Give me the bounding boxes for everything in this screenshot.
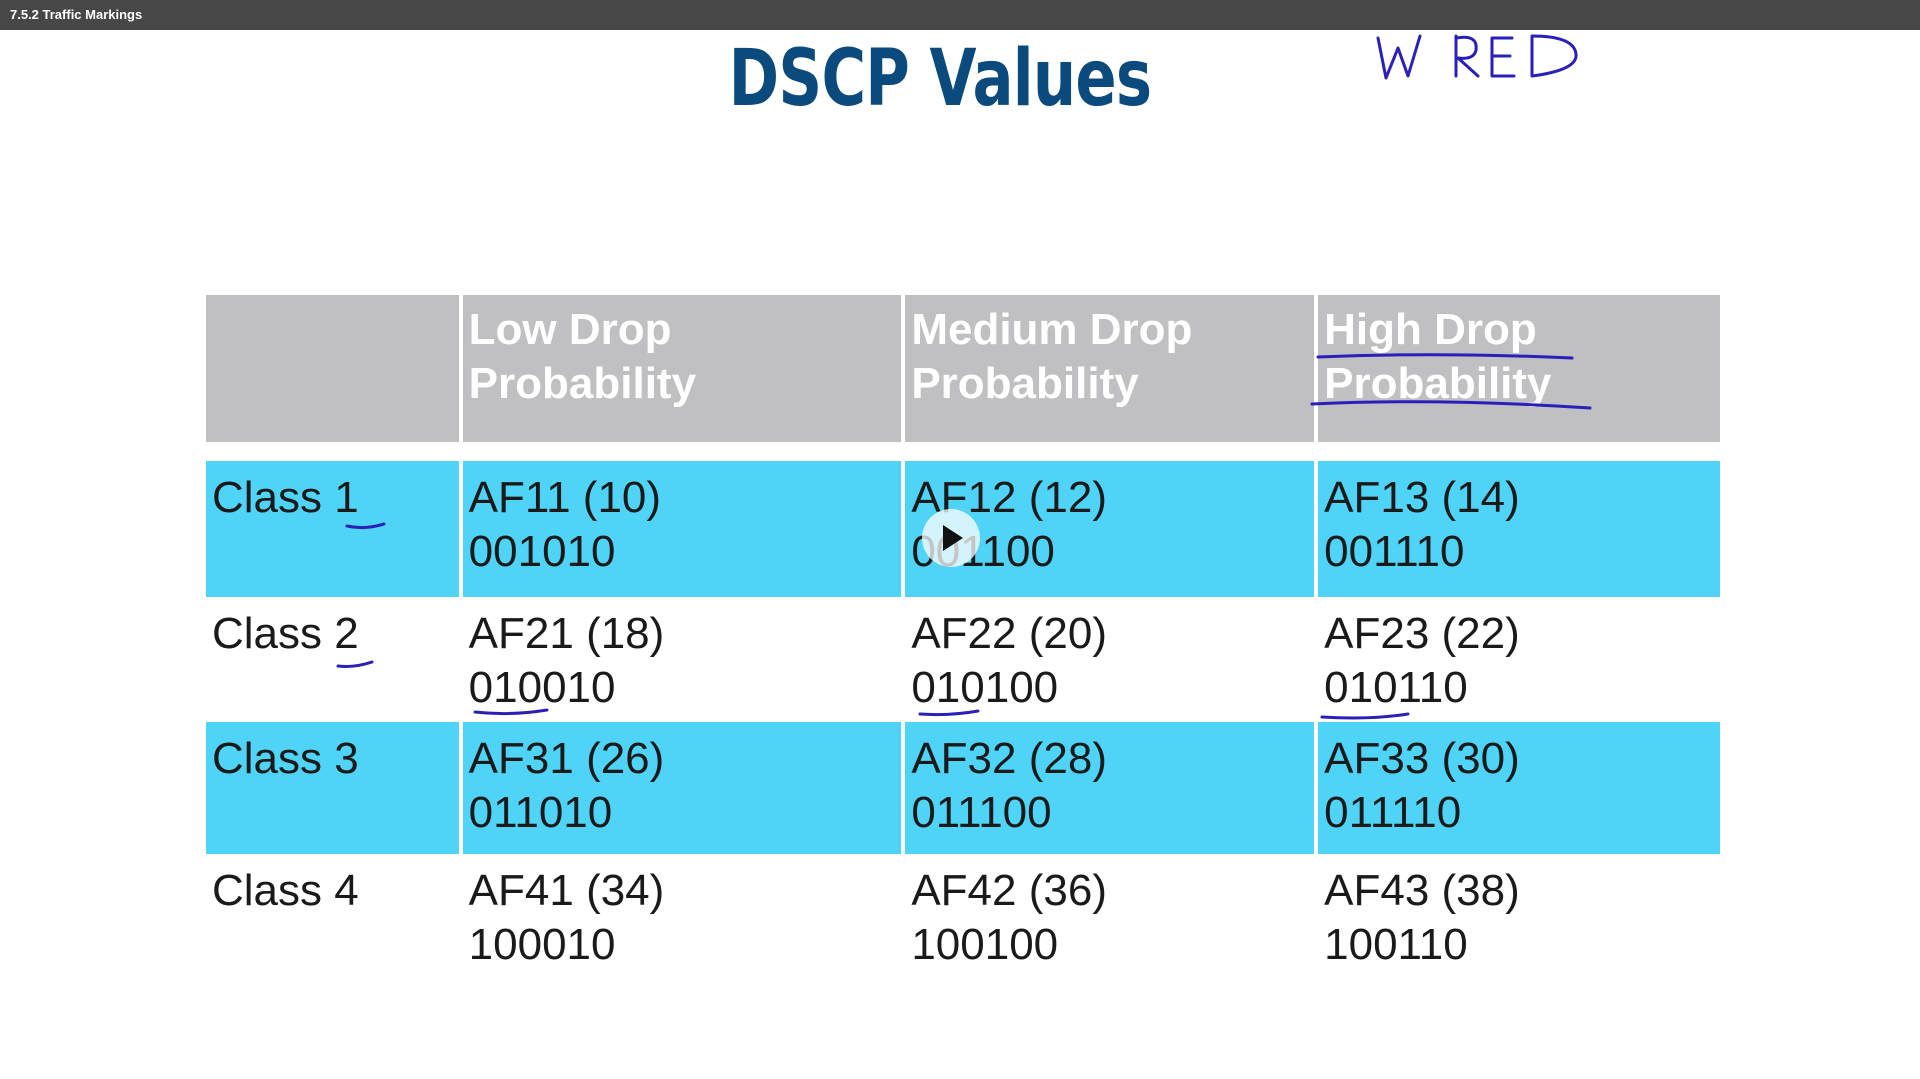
table-row-class-4: Class 4 AF41 (34) 100010 AF42 (36) 100100 … <box>206 854 1720 984</box>
header-high-drop: High Drop Probability <box>1318 295 1720 442</box>
table-cell: AF22 (20) 010100 <box>905 597 1315 722</box>
play-button[interactable] <box>922 509 980 567</box>
table-cell: AF13 (14) 001110 <box>1318 461 1720 597</box>
table-cell: AF11 (10) 001010 <box>462 461 902 597</box>
class-label: Class 4 <box>206 854 459 984</box>
table-cell: AF23 (22) 010110 <box>1318 597 1720 722</box>
header-medium-drop: Medium Drop Probability <box>905 295 1315 442</box>
table-row-class-2: Class 2 AF21 (18) 010010 AF22 (20) 010100 … <box>206 597 1720 722</box>
table-header-row: Low Drop Probability Medium Drop Probabi… <box>206 295 1720 442</box>
table-cell: AF32 (28) 011100 <box>905 722 1315 854</box>
table-row-class-1: Class 1 AF11 (10) 001010 AF12 (12) 001100 … <box>206 461 1720 597</box>
table-row-class-3: Class 3 AF31 (26) 011010 AF32 (28) 011100 … <box>206 722 1720 854</box>
table-cell: AF41 (34) 100010 <box>462 854 902 984</box>
header-empty-cell <box>206 295 459 442</box>
table-cell: AF43 (38) 100110 <box>1318 854 1720 984</box>
class-label: Class 2 <box>206 597 459 722</box>
table-cell: AF42 (36) 100100 <box>905 854 1315 984</box>
table-cell: AF21 (18) 010010 <box>462 597 902 722</box>
play-icon <box>943 525 963 551</box>
table-cell: AF31 (26) 011010 <box>462 722 902 854</box>
slide-title: DSCP Values <box>728 34 1152 124</box>
title-bar: 7.5.2 Traffic Markings <box>0 0 1920 30</box>
header-low-drop: Low Drop Probability <box>462 295 902 442</box>
table-cell: AF33 (30) 011110 <box>1318 722 1720 854</box>
window-title: 7.5.2 Traffic Markings <box>10 7 143 22</box>
dscp-table: Low Drop Probability Medium Drop Probabi… <box>206 295 1720 984</box>
class-label: Class 3 <box>206 722 459 854</box>
class-label: Class 1 <box>206 461 459 597</box>
